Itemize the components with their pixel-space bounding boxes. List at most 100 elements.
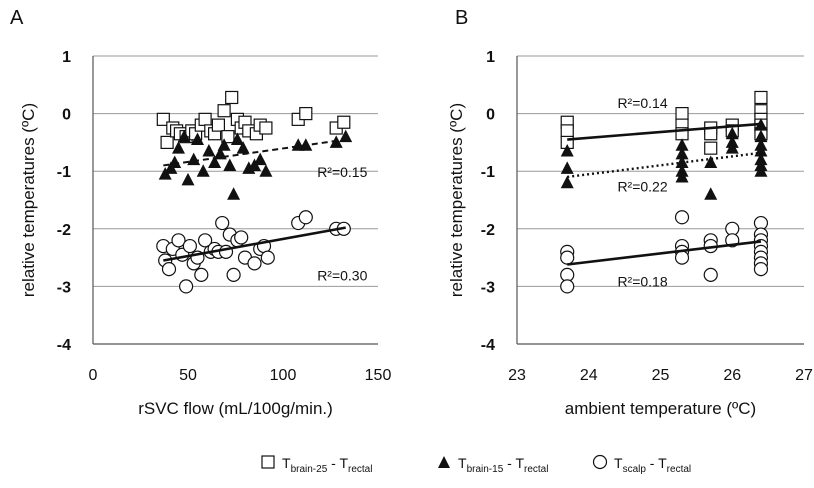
panel-letter: A	[10, 7, 24, 29]
legend-marker-circle	[592, 454, 608, 470]
y-tick-label: 1	[62, 49, 71, 66]
data-point	[259, 121, 273, 135]
r-squared-label: R²=0.14	[617, 95, 667, 111]
data-point	[196, 164, 210, 177]
data-point	[560, 161, 574, 174]
data-point	[703, 267, 718, 282]
y-tick-label: -4	[57, 337, 71, 354]
data-point	[171, 233, 186, 248]
trendline-solid	[163, 226, 346, 262]
data-point	[215, 215, 230, 231]
data-point	[221, 130, 235, 144]
y-tick-label: -3	[481, 279, 495, 296]
data-point	[198, 112, 212, 126]
data-point	[182, 238, 197, 254]
data-point	[674, 210, 690, 225]
data-point	[227, 187, 241, 200]
panel-letter: B	[455, 7, 468, 29]
data-point	[208, 155, 222, 169]
y-tick-label: -2	[481, 222, 495, 239]
data-point	[223, 158, 237, 171]
y-tick-label: -2	[57, 222, 71, 239]
y-axis-label: relative temperatures (ºC)	[19, 103, 38, 297]
panel-b: B 1 0 -1 -2 -3 -4 23 24 25 26 27 ambient temperature…	[447, 7, 813, 418]
data-point	[247, 256, 262, 271]
data-point	[179, 279, 194, 294]
data-point	[253, 152, 267, 166]
panel-a: A 1 0 -1 -2 -3 -4 0 50 100 150 rSVC flow (mL/100g/m…	[10, 7, 391, 418]
data-point	[187, 152, 201, 166]
legend-item: Tbrain-25 - Trectal	[261, 455, 372, 475]
data-point	[753, 262, 769, 277]
y-tick-label: -1	[481, 164, 495, 181]
trendline-dashed	[163, 138, 346, 167]
r-squared-label: R²=0.18	[617, 273, 667, 289]
data-point	[725, 141, 739, 154]
data-point	[230, 132, 244, 146]
r-squared-label: R²=0.30	[317, 268, 367, 284]
x-tick-label: 26	[723, 367, 741, 384]
y-tick-label: 1	[486, 49, 495, 66]
data-point	[202, 144, 216, 157]
data-point	[704, 141, 718, 155]
x-tick-label: 23	[508, 367, 526, 384]
data-point	[177, 129, 191, 143]
data-point	[211, 118, 225, 132]
data-point	[217, 104, 231, 118]
x-axis-label: rSVC flow (mL/100g/min.)	[138, 399, 333, 418]
data-point	[299, 106, 313, 121]
x-tick-label: 27	[795, 367, 813, 384]
data-point	[675, 169, 689, 183]
x-tick-label: 150	[365, 367, 392, 384]
y-tick-label: 0	[486, 107, 495, 124]
data-point	[675, 146, 689, 160]
data-point	[560, 175, 574, 189]
data-point	[172, 141, 185, 154]
legend-item: Tbrain-15 - Trectal	[438, 455, 548, 475]
legend-item: Tscalp - Trectal	[592, 454, 691, 475]
data-point	[168, 155, 182, 169]
data-point	[298, 210, 313, 225]
y-axis-label: relative temperatures (ºC)	[447, 103, 466, 297]
r-squared-label: R²=0.22	[617, 178, 667, 194]
x-axis-label: ambient temperature (ºC)	[565, 399, 756, 418]
data-point	[725, 126, 739, 140]
y-tick-label: -3	[57, 279, 71, 296]
r-squared-label: R²=0.15	[317, 164, 367, 180]
data-point	[194, 267, 209, 282]
data-point	[226, 267, 241, 282]
y-tick-label: -4	[481, 337, 495, 354]
data-point	[560, 250, 575, 265]
legend-marker-triangle	[438, 456, 450, 468]
data-point	[160, 135, 174, 149]
y-tick-label: 0	[62, 107, 71, 124]
data-point	[754, 90, 768, 105]
trendline-solid	[567, 240, 762, 266]
data-point	[181, 172, 195, 186]
data-point	[236, 141, 250, 154]
data-point	[217, 138, 231, 151]
data-point	[234, 230, 249, 245]
data-point	[754, 129, 768, 143]
x-tick-label: 24	[580, 367, 598, 384]
trendline-solid	[567, 122, 762, 141]
data-point	[754, 164, 768, 177]
trendline-dotted	[567, 151, 762, 179]
y-tick-label: -1	[57, 164, 71, 181]
data-point	[259, 164, 273, 177]
data-point	[337, 115, 351, 129]
data-point	[560, 144, 574, 157]
x-tick-label: 100	[270, 367, 297, 384]
data-point	[704, 187, 718, 200]
data-point	[675, 106, 689, 121]
data-point	[560, 124, 574, 138]
data-point	[560, 279, 575, 294]
data-point	[225, 90, 239, 105]
legend-label: Tscalp - Trectal	[614, 455, 691, 475]
data-point	[260, 250, 275, 265]
legend: Tbrain-25 - Trectal Tbrain-15 - Trectal Ts…	[261, 454, 691, 475]
x-tick-label: 25	[652, 367, 670, 384]
legend-label: Tbrain-25 - Trectal	[282, 455, 372, 475]
data-point	[198, 233, 213, 248]
